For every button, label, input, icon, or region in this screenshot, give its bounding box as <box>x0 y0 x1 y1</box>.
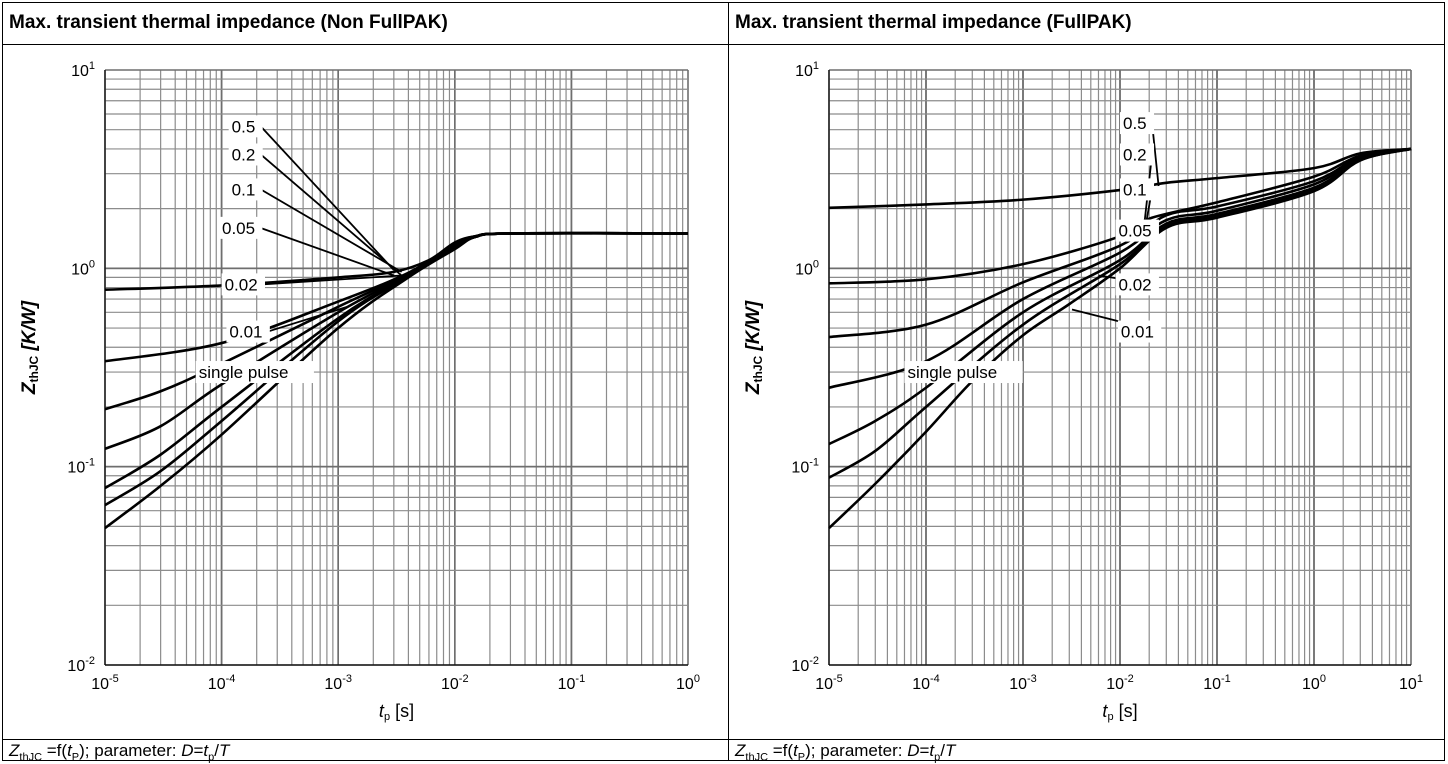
grid <box>104 69 689 666</box>
curve-labels: 0.5 0.2 0.1 0.05 0.02 0.01 single pulse <box>195 115 403 384</box>
curve-label: 0.2 <box>232 145 256 164</box>
x-tick-label: 10-2 <box>1106 673 1134 693</box>
curve-0-5 <box>828 147 1412 210</box>
y-axis-label: ZthJC [K/W] <box>19 300 41 395</box>
label-bg <box>228 143 263 166</box>
footer-row <box>3 739 1444 762</box>
y-tick-label: 100 <box>795 258 819 278</box>
curve-label: single pulse <box>199 363 289 382</box>
label-bg <box>1115 219 1159 242</box>
curve-0-01 <box>104 231 689 507</box>
curve-label: 0.1 <box>232 180 256 199</box>
curves <box>828 147 1412 530</box>
curve-0-2 <box>104 231 689 363</box>
y-tick-label: 101 <box>795 60 819 80</box>
label-bg <box>1120 178 1155 201</box>
curve-label: 0.02 <box>1119 275 1152 294</box>
label-bg <box>226 320 270 343</box>
x-tick-label: 10-5 <box>91 673 119 693</box>
y-tick-label: 10-2 <box>791 655 819 675</box>
x-tick-label: 10-4 <box>912 673 940 693</box>
curve-labels: 0.5 0.2 0.1 0.05 0.02 0.01 single pulse <box>904 112 1162 384</box>
caption-right: ZthJC =f(tP); parameter: D=tp/T <box>735 741 956 764</box>
x-tick-label: 10-3 <box>1009 673 1037 693</box>
header-row <box>3 3 1444 45</box>
curve-label: 0.05 <box>1119 222 1152 241</box>
x-tick-label: 10-3 <box>324 673 352 693</box>
x-tick-label: 10-5 <box>815 673 843 693</box>
y-tick-label: 10-1 <box>67 457 95 477</box>
x-tick-label: 10-1 <box>1203 673 1231 693</box>
curve-label: 0.1 <box>1123 180 1147 199</box>
label-bg <box>219 216 263 239</box>
y-tick-label: 10-2 <box>67 655 95 675</box>
label-leader <box>260 125 395 271</box>
curve-label: 0.05 <box>222 219 255 238</box>
panel-title-left: Max. transient thermal impedance (Non Fu… <box>9 12 448 33</box>
label-bg <box>228 115 263 138</box>
label-bg <box>904 361 1023 384</box>
curve-label: 0.5 <box>1123 114 1147 133</box>
curve-label: 0.01 <box>229 323 262 342</box>
label-bg <box>195 361 314 384</box>
label-bg <box>1115 273 1159 296</box>
zth-chart-fullpak: 10-5 10-4 10-3 10-2 10-1 100 101 10-2 10-1 100 101… <box>743 60 1423 723</box>
label-leader <box>260 153 403 277</box>
x-tick-label: 100 <box>1302 673 1326 693</box>
x-tick-label: 10-2 <box>441 673 469 693</box>
x-tick-label: 10-4 <box>208 673 236 693</box>
curve-single-pulse <box>828 147 1412 530</box>
label-leader <box>262 274 402 286</box>
curve-label: single pulse <box>907 363 997 382</box>
x-axis-label: tp [s] <box>1102 701 1137 723</box>
zth-chart-non-fullpak: 10-5 10-4 10-3 10-2 10-1 100 10-2 10-1 100 101 tp … <box>19 60 700 723</box>
y-tick-label: 101 <box>71 60 95 80</box>
caption-left: ZthJC =f(tP); parameter: D=tp/T <box>9 741 230 764</box>
y-axis-label: ZthJC [K/W] <box>743 300 765 395</box>
label-bg <box>228 178 263 201</box>
curve-label: 0.02 <box>225 275 258 294</box>
label-bg <box>1120 112 1155 135</box>
y-tick-label: 10-1 <box>791 457 819 477</box>
panel-title-right: Max. transient thermal impedance (FullPA… <box>735 12 1132 33</box>
x-tick-label: 101 <box>1399 673 1423 693</box>
x-tick-label: 10-1 <box>558 673 586 693</box>
curve-label: 0.01 <box>1121 323 1154 342</box>
curve-0-1 <box>104 231 689 411</box>
label-bg <box>1117 320 1162 343</box>
label-leader <box>267 305 348 333</box>
label-leader <box>260 188 403 273</box>
x-axis-label: tp [s] <box>379 701 414 723</box>
panel-separator <box>728 3 729 760</box>
label-bg <box>221 273 265 296</box>
x-tick-label: 100 <box>676 673 700 693</box>
label-leader <box>260 227 395 277</box>
curve-single-pulse <box>104 231 689 530</box>
y-tick-label: 100 <box>71 258 95 278</box>
label-bg <box>1120 143 1155 166</box>
curve-label: 0.2 <box>1123 145 1147 164</box>
curve-0-05 <box>104 231 689 451</box>
curve-label: 0.5 <box>232 117 256 136</box>
